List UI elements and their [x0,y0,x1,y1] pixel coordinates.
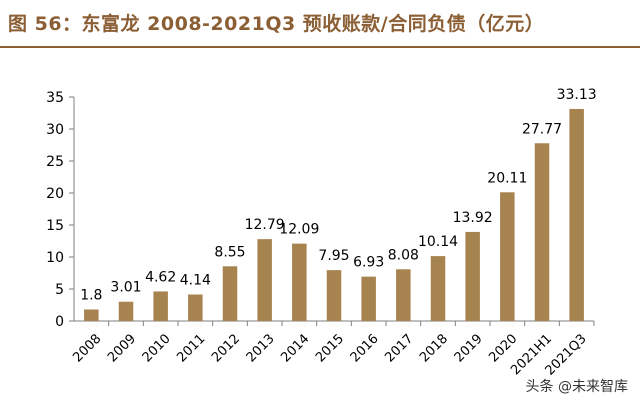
bar [500,192,515,321]
bar [84,309,99,321]
data-label: 27.77 [522,121,562,137]
x-tick-label: 2019 [452,331,486,365]
data-label: 4.14 [180,273,211,289]
data-label: 20.11 [487,170,527,186]
data-label: 3.01 [110,280,141,296]
y-tick-label: 0 [55,314,64,330]
y-tick-label: 30 [46,122,64,138]
x-tick-label: 2012 [209,331,243,365]
y-tick-label: 20 [46,186,64,202]
data-label: 8.55 [214,244,245,260]
bar [465,231,480,321]
data-label: 8.08 [388,247,419,263]
bar [118,301,134,321]
data-label: 6.93 [353,255,384,271]
data-label: 10.14 [418,234,458,250]
bar [257,239,272,321]
bar [361,276,376,321]
data-label: 4.62 [145,269,176,285]
x-tick-label: 2014 [278,331,312,365]
bar [534,143,550,321]
bars [84,108,584,321]
x-tick-label: 2011 [174,331,208,365]
x-tick-labels: 2008 2009 2010 2011 2012 2013 2014 2015 2016 2017… [70,331,589,378]
x-tick-label: 2008 [70,331,104,365]
x-tick-label: 2010 [140,331,174,365]
watermark: 头条 @未来智库 [525,379,628,395]
x-tick-label: 2015 [313,331,347,365]
y-tick-label: 15 [46,218,64,234]
data-label: 13.92 [453,210,493,226]
bar [188,294,203,321]
y-tick-label: 35 [46,90,64,106]
y-tick-label: 25 [46,154,64,170]
x-tick-label: 2017 [382,331,416,365]
bar [326,270,342,321]
x-tick-label: 2009 [105,331,139,365]
data-label: 33.13 [557,87,597,103]
data-label: 12.09 [279,222,319,238]
bar [396,269,411,321]
bar [153,291,168,321]
y-tick-label: 5 [55,282,64,298]
chart-title: 图 56：东富龙 2008-2021Q3 预收账款/合同负债（亿元） [8,13,545,35]
bar [222,266,238,321]
title-divider [0,46,640,48]
bar [292,243,307,321]
y-tick-labels: 0 5 10 15 20 25 30 35 [46,90,64,330]
x-tick-label: 2016 [348,331,382,365]
data-label: 12.79 [245,217,285,233]
data-label: 1.8 [80,287,102,303]
bar [569,108,584,321]
data-label: 7.95 [318,248,349,264]
x-tick-label: 2018 [417,331,451,365]
bar [430,256,446,321]
x-tick-label: 2013 [244,331,278,365]
y-tick-label: 10 [46,250,64,266]
